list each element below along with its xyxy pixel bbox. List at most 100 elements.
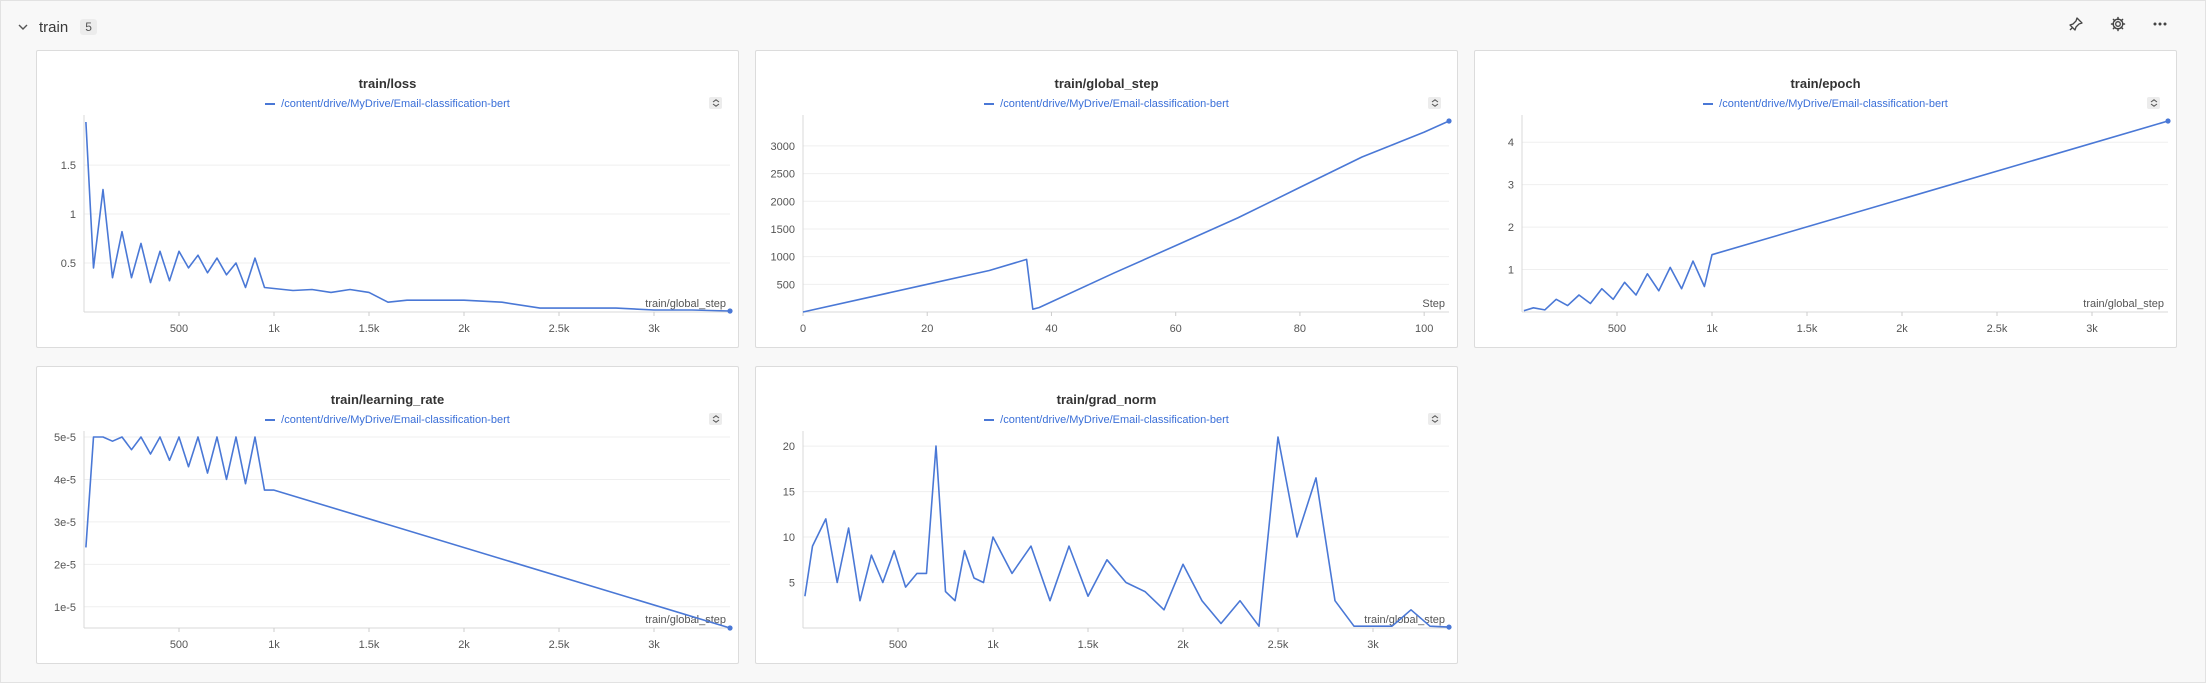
series-endpoint [2165, 118, 2171, 124]
x-tick-label: 1k [268, 323, 280, 335]
more-icon[interactable] [2151, 15, 2169, 33]
chart-title: train/learning_rate [330, 392, 445, 407]
x-tick-label: 40 [1045, 323, 1057, 335]
x-tick-label: 1k [268, 639, 280, 651]
x-tick-label: 2k [458, 323, 470, 335]
chart-legend[interactable]: /content/drive/MyDrive/Email-classificat… [1475, 98, 2176, 110]
y-tick-label: 3e-5 [54, 517, 76, 529]
x-tick-label: 2.5k [1268, 639, 1289, 651]
y-tick-label: 3 [1508, 180, 1514, 192]
legend-label: /content/drive/MyDrive/Email-classificat… [281, 414, 510, 426]
x-tick-label: 2k [1177, 639, 1189, 651]
section-header: train 5 [15, 15, 97, 39]
legend-swatch [265, 419, 276, 422]
x-tick-label: 1.5k [359, 639, 380, 651]
y-tick-label: 1000 [771, 252, 795, 264]
pin-icon[interactable] [2067, 15, 2085, 33]
x-tick-label: 60 [1170, 323, 1182, 335]
legend-label: /content/drive/MyDrive/Email-classificat… [1000, 414, 1229, 426]
x-tick-label: 1k [987, 639, 999, 651]
x-tick-label: 500 [1608, 323, 1626, 335]
x-tick-label: 1k [1706, 323, 1718, 335]
y-tick-label: 4 [1508, 137, 1514, 149]
series-line[interactable] [85, 121, 731, 312]
y-tick-label: 20 [783, 441, 795, 453]
x-tick-label: 100 [1415, 323, 1433, 335]
y-tick-label: 2000 [771, 196, 795, 208]
y-tick-label: 1500 [771, 224, 795, 236]
section-title[interactable]: train [39, 18, 69, 36]
legend-label: /content/drive/MyDrive/Email-classificat… [1000, 98, 1229, 110]
y-tick-label: 5 [789, 578, 795, 590]
chart-panel-learning-rate: train/learning_rate /content/drive/MyDri… [36, 366, 739, 664]
chart-plot[interactable]: 5 10 15 20 500 1k 1.5k 2k 2.5k 3k train/global_ste… [756, 367, 1459, 665]
legend-label: /content/drive/MyDrive/Email-classificat… [281, 98, 510, 110]
y-tick-label: 2 [1508, 222, 1514, 234]
legend-expand-icon[interactable] [1428, 413, 1441, 425]
chart-title: train/loss [358, 76, 417, 91]
legend-swatch [265, 103, 276, 106]
series-line[interactable] [804, 436, 1450, 628]
chart-plot[interactable]: 500 1000 1500 2000 2500 3000 0 20 40 60 80 100 Step [756, 51, 1459, 349]
chevron-down-icon[interactable] [15, 19, 31, 35]
chart-legend[interactable]: /content/drive/MyDrive/Email-classificat… [756, 414, 1457, 426]
x-tick-label: 1.5k [1078, 639, 1099, 651]
x-axis-label: train/global_step [1364, 614, 1445, 626]
x-tick-label: 0 [800, 323, 806, 335]
x-tick-label: 20 [921, 323, 933, 335]
legend-swatch [984, 419, 995, 422]
series-line[interactable] [85, 436, 731, 629]
legend-expand-icon[interactable] [709, 413, 722, 425]
chart-legend[interactable]: /content/drive/MyDrive/Email-classificat… [756, 98, 1457, 110]
gear-icon[interactable] [2109, 15, 2127, 33]
legend-expand-icon[interactable] [2147, 97, 2160, 109]
y-tick-label: 15 [783, 487, 795, 499]
x-tick-label: 2.5k [1987, 323, 2008, 335]
x-tick-label: 3k [648, 639, 660, 651]
y-tick-label: 5e-5 [54, 432, 76, 444]
x-tick-label: 3k [2086, 323, 2098, 335]
x-tick-label: 2.5k [549, 323, 570, 335]
y-tick-label: 10 [783, 532, 795, 544]
series-endpoint [727, 308, 733, 314]
x-tick-label: 2.5k [549, 639, 570, 651]
chart-panel-epoch: train/epoch /content/drive/MyDrive/Email… [1474, 50, 2177, 348]
x-tick-label: 2k [1896, 323, 1908, 335]
y-tick-label: 3000 [771, 141, 795, 153]
legend-expand-icon[interactable] [709, 97, 722, 109]
legend-label: /content/drive/MyDrive/Email-classificat… [1719, 98, 1948, 110]
y-tick-label: 2e-5 [54, 559, 76, 571]
x-axis-label: train/global_step [645, 298, 726, 310]
x-tick-label: 3k [648, 323, 660, 335]
y-tick-label: 1 [70, 209, 76, 221]
x-tick-label: 500 [170, 323, 188, 335]
chart-plot[interactable]: 0.5 1 1.5 500 1k 1.5k 2k 2.5k 3k train/global_ste… [37, 51, 740, 349]
y-tick-label: 2500 [771, 169, 795, 181]
chart-legend[interactable]: /content/drive/MyDrive/Email-classificat… [37, 98, 738, 110]
chart-panel-loss: train/loss /content/drive/MyDrive/Email-… [36, 50, 739, 348]
series-line[interactable] [802, 120, 1450, 313]
chart-plot[interactable]: 1 2 3 4 500 1k 1.5k 2k 2.5k 3k train/global_step [1475, 51, 2178, 349]
legend-swatch [1703, 103, 1714, 106]
chart-title: train/epoch [1790, 76, 1861, 91]
x-tick-label: 80 [1294, 323, 1306, 335]
section-count-badge: 5 [80, 19, 97, 35]
x-tick-label: 1.5k [1797, 323, 1818, 335]
chart-legend[interactable]: /content/drive/MyDrive/Email-classificat… [37, 414, 738, 426]
series-endpoint [1446, 624, 1452, 630]
chart-title: train/grad_norm [1056, 392, 1157, 407]
x-tick-label: 500 [889, 639, 907, 651]
chart-panel-global-step: train/global_step /content/drive/MyDrive… [755, 50, 1458, 348]
y-tick-label: 0.5 [61, 258, 76, 270]
section-actions [2067, 15, 2169, 33]
x-axis-label: train/global_step [2083, 298, 2164, 310]
chart-title: train/global_step [1054, 76, 1159, 91]
x-tick-label: 2k [458, 639, 470, 651]
x-axis-label: train/global_step [645, 614, 726, 626]
series-line[interactable] [1523, 120, 2169, 312]
x-tick-label: 500 [170, 639, 188, 651]
y-tick-label: 1e-5 [54, 602, 76, 614]
legend-expand-icon[interactable] [1428, 97, 1441, 109]
y-tick-label: 1.5 [61, 160, 76, 172]
